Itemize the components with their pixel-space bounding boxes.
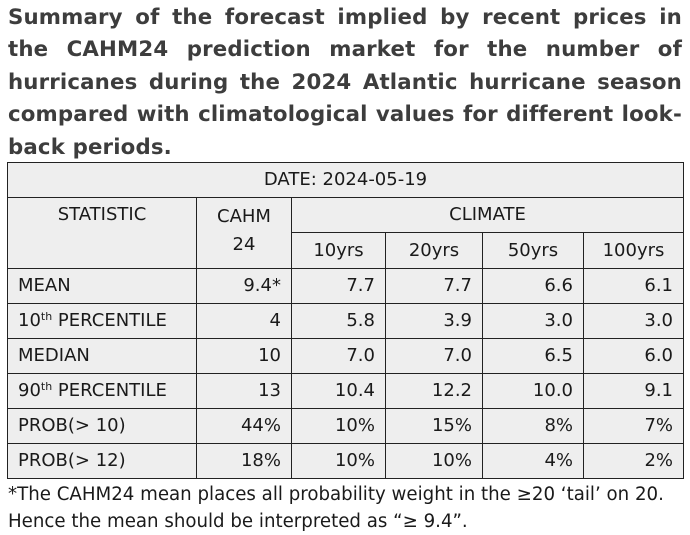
- climate-value: 3.9: [385, 303, 483, 339]
- statistic-header: STATISTIC: [7, 197, 197, 269]
- climate-value: 4%: [482, 443, 584, 479]
- date-row: DATE: 2024-05-19: [6, 162, 685, 198]
- climate-value: 3.0: [582, 303, 685, 339]
- row-label-text: MEAN: [18, 275, 71, 296]
- period-header: 50yrs: [482, 232, 584, 269]
- table-footnote: *The CAHM24 mean places all probability …: [8, 484, 664, 532]
- climate-value: 7%: [582, 408, 685, 444]
- climate-value: 7.0: [291, 338, 386, 374]
- climate-value: 6.1: [582, 268, 685, 304]
- cahm-value: 10: [196, 338, 292, 374]
- climate-value: 7.0: [385, 338, 483, 374]
- header-row: STATISTIC CAHM 24 CLIMATE: [7, 197, 685, 269]
- table-row: 90th PERCENTILE 13 10.4 12.2 10.0 9.1: [7, 373, 685, 409]
- climate-value: 3.0: [482, 303, 584, 339]
- row-label-text: PROB(> 10): [18, 415, 126, 436]
- row-label-rest: PERCENTILE: [52, 380, 167, 401]
- climate-value: 2%: [582, 443, 685, 479]
- climate-value: 10.0: [482, 373, 584, 409]
- table-row: PROB(> 10) 44% 10% 15% 8% 7%: [7, 408, 685, 444]
- row-label-text: 10: [18, 310, 41, 331]
- climate-value: 9.1: [582, 373, 685, 409]
- period-header: 20yrs: [385, 232, 483, 269]
- table-row: 10th PERCENTILE 4 5.8 3.9 3.0 3.0: [7, 303, 685, 339]
- ordinal-suffix: th: [40, 380, 53, 393]
- climate-value: 6.6: [482, 268, 584, 304]
- climate-header: CLIMATE: [290, 197, 685, 233]
- ordinal-suffix: th: [40, 310, 53, 323]
- forecast-summary-table: DATE: 2024-05-19 STATISTIC CAHM 24 CLIMAT…: [6, 162, 685, 479]
- period-header-row: 10yrs 20yrs 50yrs 100yrs: [8, 232, 685, 269]
- row-label: MEDIAN: [7, 338, 197, 374]
- climate-value: 6.0: [582, 338, 685, 374]
- row-label: 10th PERCENTILE: [7, 303, 197, 339]
- row-label-text: 90: [18, 380, 41, 401]
- climate-value: 15%: [385, 408, 483, 444]
- climate-value: 7.7: [291, 268, 386, 304]
- table-row: MEDIAN 10 7.0 7.0 6.5 6.0: [7, 338, 685, 374]
- cahm-value: 4: [196, 303, 292, 339]
- cahm-value: 9.4*: [196, 268, 292, 304]
- table-row: PROB(> 12) 18% 10% 10% 4% 2%: [7, 443, 685, 479]
- row-label-text: MEDIAN: [18, 345, 90, 366]
- climate-value: 12.2: [385, 373, 483, 409]
- row-label: PROB(> 12): [7, 443, 197, 479]
- table-row: MEAN 9.4* 7.7 7.7 6.6 6.1: [7, 268, 685, 304]
- climate-value: 7.7: [385, 268, 483, 304]
- table-caption: Summary of the forecast implied by recen…: [8, 5, 682, 160]
- climate-value: 5.8: [291, 303, 386, 339]
- period-header: 100yrs: [582, 232, 685, 269]
- cahm-value: 44%: [196, 408, 292, 444]
- cahm-header-line1: CAHM: [217, 206, 271, 227]
- climate-value: 10.4: [291, 373, 386, 409]
- cahm24-header: CAHM 24: [196, 197, 292, 269]
- cahm-header-line2: 24: [232, 234, 256, 255]
- date-cell: DATE: 2024-05-19: [6, 162, 685, 198]
- row-label: PROB(> 10): [7, 408, 197, 444]
- climate-value: 8%: [482, 408, 584, 444]
- row-label: MEAN: [7, 268, 197, 304]
- climate-value: 10%: [291, 408, 386, 444]
- row-label: 90th PERCENTILE: [7, 373, 197, 409]
- row-label-text: PROB(> 12): [18, 450, 126, 471]
- period-header: 10yrs: [291, 232, 386, 269]
- climate-value: 10%: [385, 443, 483, 479]
- climate-value: 6.5: [482, 338, 584, 374]
- cahm-value: 18%: [196, 443, 292, 479]
- row-label-rest: PERCENTILE: [52, 310, 167, 331]
- climate-value: 10%: [291, 443, 386, 479]
- cahm-value: 13: [196, 373, 292, 409]
